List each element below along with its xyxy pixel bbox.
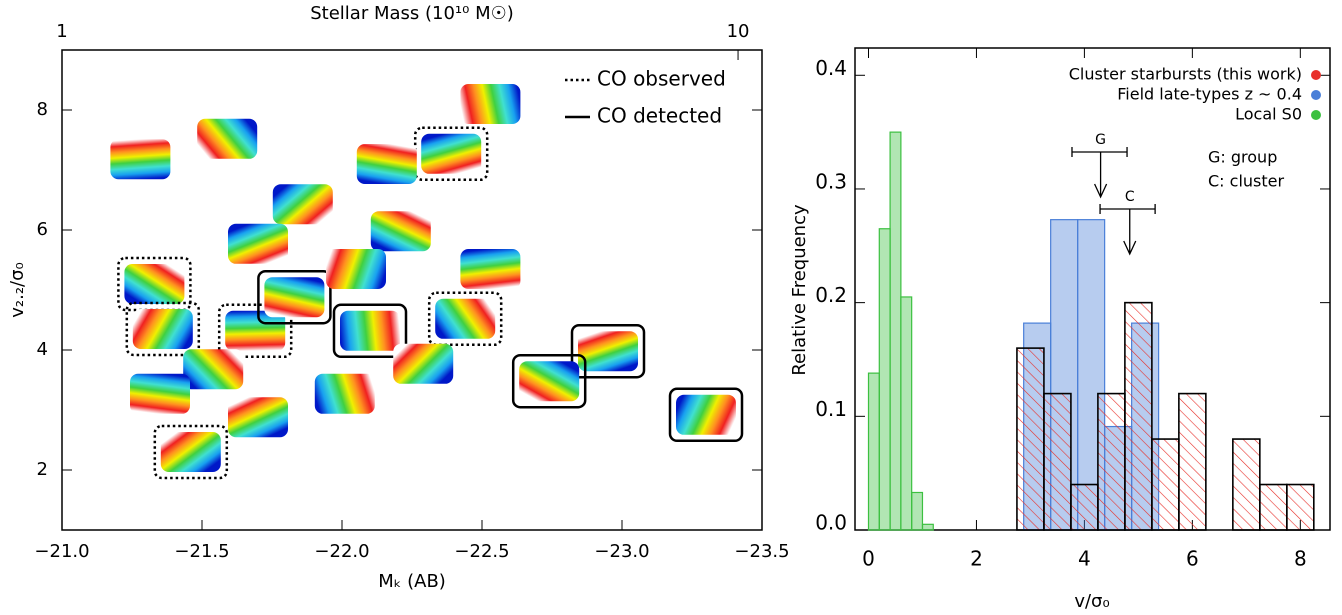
- y-tick-label: 0.0: [815, 511, 847, 535]
- legend-label: Field late-types z ~ 0.4: [1117, 85, 1302, 104]
- velocity-map: [460, 84, 521, 124]
- arrow: [1123, 209, 1137, 256]
- velocity-map: [110, 139, 171, 180]
- velocity-map: [460, 249, 521, 289]
- velocity-map: [132, 309, 193, 349]
- y-tick-label: 8: [37, 99, 48, 120]
- hist-bar: [1043, 392, 1072, 531]
- x-tick-label: −21.0: [34, 541, 89, 562]
- co-box: [511, 353, 587, 409]
- velocity-map: [578, 331, 638, 372]
- velocity-map: [356, 144, 417, 184]
- marker-label: C: [1125, 189, 1135, 205]
- velocity-map: [272, 184, 333, 225]
- arrow: [1094, 152, 1108, 199]
- velocity-map: [264, 277, 325, 318]
- hist-bar: [1016, 347, 1045, 531]
- legend-dot: [1311, 90, 1321, 100]
- hist-bar: [1124, 301, 1153, 531]
- x-axis-label: v/σ₀: [1074, 591, 1109, 612]
- y-axis-label: v₂.₂/σ₀: [7, 262, 28, 318]
- hist-bar: [911, 491, 924, 531]
- x-tick-label: −23.0: [594, 541, 649, 562]
- velocity-map: [393, 343, 454, 384]
- velocity-map: [228, 223, 288, 264]
- velocity-map: [228, 397, 288, 438]
- x-tick-label: −22.5: [454, 541, 509, 562]
- x-tick-label: 4: [1078, 547, 1091, 571]
- y-tick-label: 4: [37, 339, 48, 360]
- legend-label: Local S0: [1235, 105, 1302, 124]
- co-box: [427, 291, 503, 347]
- legend-label: CO detected: [597, 104, 722, 128]
- x-axis-label: Mₖ (AB): [378, 571, 446, 592]
- top-tick-label: 1: [56, 21, 67, 42]
- x-tick-label: 2: [970, 547, 983, 571]
- velocity-map: [435, 298, 496, 339]
- x-tick-label: −23.5: [734, 541, 789, 562]
- co-box: [332, 303, 408, 359]
- hist-bar: [889, 131, 902, 531]
- hist-bar: [1178, 392, 1207, 531]
- velocity-map: [183, 349, 244, 390]
- co-box: [117, 256, 192, 312]
- hist-bar: [1232, 438, 1261, 531]
- velocity-map: [676, 394, 736, 435]
- legend-label: CO observed: [597, 67, 726, 91]
- y-tick-label: 0.4: [815, 56, 847, 80]
- hist-bar: [878, 228, 891, 531]
- co-box: [153, 424, 229, 480]
- hist-bar: [1097, 392, 1126, 531]
- hist-bar: [921, 523, 934, 531]
- velocity-map: [130, 373, 190, 414]
- marker-label: G: [1095, 132, 1106, 148]
- x-tick-label: 0: [862, 547, 875, 571]
- x-tick-label: −21.5: [174, 541, 229, 562]
- co-box: [668, 387, 744, 443]
- y-tick-label: 0.1: [815, 397, 847, 421]
- y-axis-label: Relative Frequency: [789, 204, 810, 376]
- top-tick-label: 10: [727, 21, 750, 42]
- legend-dot: [1311, 70, 1321, 80]
- y-tick-label: 0.3: [815, 169, 847, 193]
- y-tick-label: 6: [37, 219, 48, 240]
- hist-bar: [1259, 483, 1288, 531]
- co-box: [125, 301, 201, 357]
- hist-bar: [900, 296, 913, 531]
- x-tick-label: 8: [1294, 547, 1307, 571]
- note: G: group: [1208, 148, 1277, 167]
- velocity-map: [314, 373, 375, 414]
- velocity-map: [340, 310, 400, 351]
- hist-bar: [867, 372, 880, 531]
- note: C: cluster: [1208, 172, 1284, 191]
- hist-bar: [1070, 483, 1099, 531]
- velocity-map: [519, 361, 580, 402]
- velocity-map: [370, 211, 431, 252]
- co-box: [217, 303, 293, 359]
- legend-label: Cluster starbursts (this work): [1069, 65, 1302, 84]
- co-box: [257, 269, 332, 325]
- velocity-map: [225, 310, 286, 351]
- y-tick-label: 2: [37, 459, 48, 480]
- hist-bar: [1151, 438, 1180, 531]
- velocity-map: [197, 118, 258, 159]
- velocity-map: [160, 432, 221, 472]
- hist-bar: [1286, 483, 1315, 531]
- velocity-map: [421, 133, 482, 174]
- x-tick-label: −22.0: [314, 541, 369, 562]
- x-tick-label: 6: [1186, 547, 1199, 571]
- legend-dot: [1311, 110, 1321, 120]
- left-frame: [61, 49, 763, 531]
- y-tick-label: 0.2: [815, 283, 847, 307]
- velocity-map: [326, 249, 386, 289]
- co-box: [570, 323, 646, 379]
- velocity-map: [124, 264, 185, 304]
- top-axis-label: Stellar Mass (10¹⁰ M☉): [310, 3, 514, 24]
